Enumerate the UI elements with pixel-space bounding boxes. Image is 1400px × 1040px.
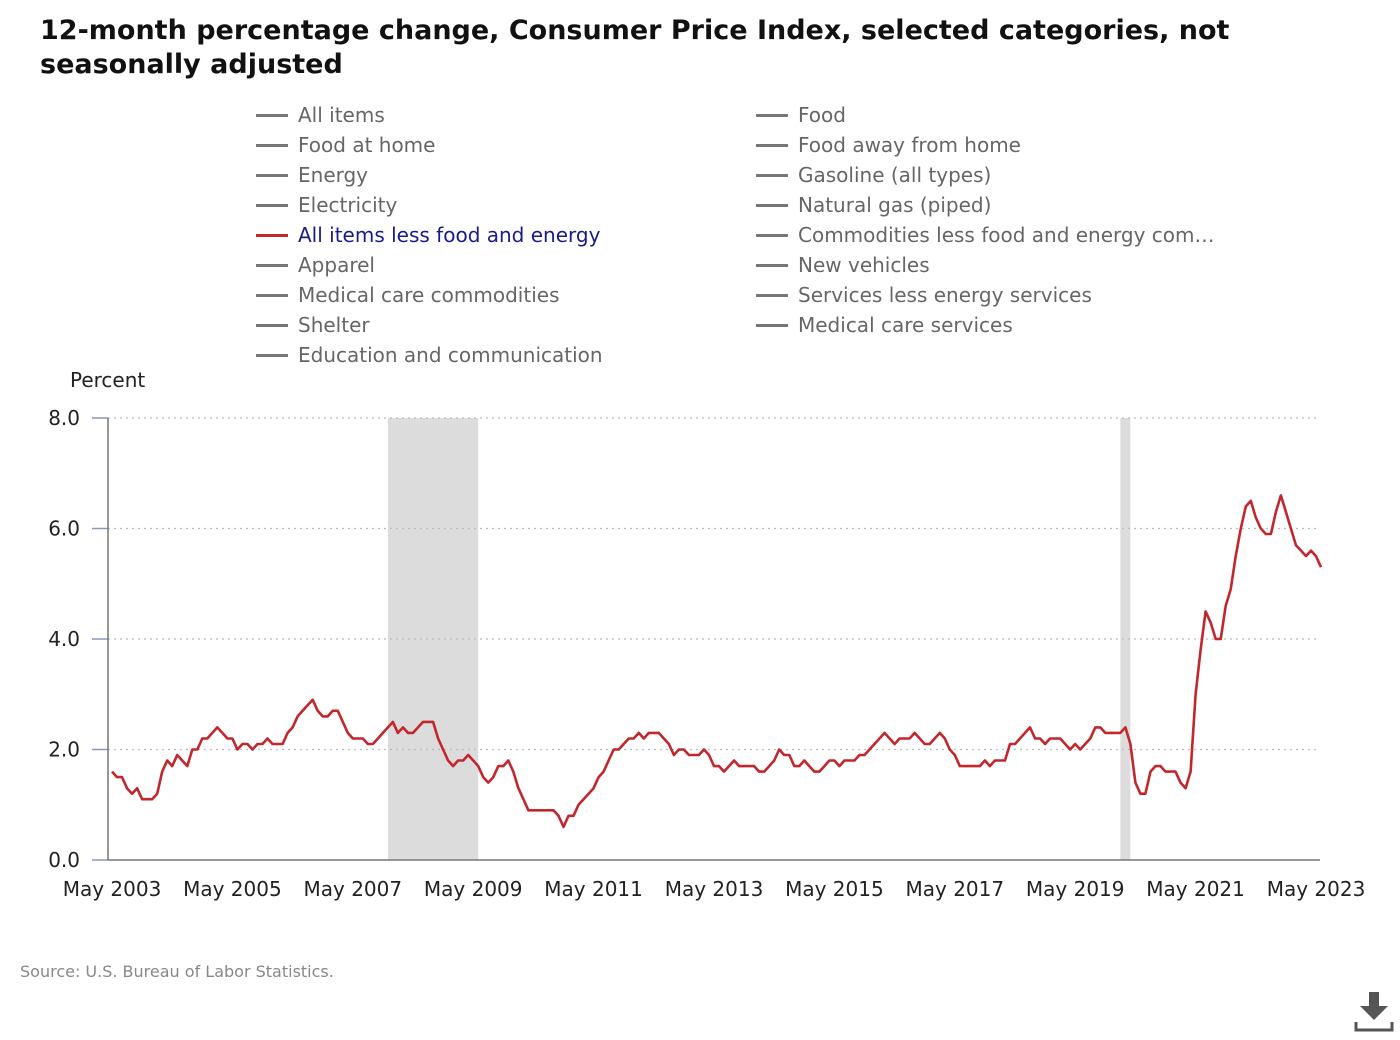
legend-item[interactable]: Services less energy services bbox=[756, 280, 1092, 310]
legend-swatch bbox=[756, 113, 788, 117]
legend-item[interactable]: Medical care services bbox=[756, 310, 1013, 340]
legend-label: Gasoline (all types) bbox=[798, 163, 992, 187]
x-tick-label: May 2023 bbox=[1267, 877, 1366, 901]
legend-item[interactable]: Commodities less food and energy com… bbox=[756, 220, 1215, 250]
y-tick-label: 2.0 bbox=[48, 738, 80, 762]
x-tick-label: May 2019 bbox=[1026, 877, 1125, 901]
legend-label: Food bbox=[798, 103, 846, 127]
legend-label: Energy bbox=[298, 163, 369, 187]
legend-label: Electricity bbox=[298, 193, 398, 217]
legend-swatch bbox=[256, 113, 288, 117]
x-tick-label: May 2009 bbox=[424, 877, 523, 901]
legend-item[interactable]: Food away from home bbox=[756, 130, 1021, 160]
legend-swatch bbox=[756, 233, 788, 237]
x-tick-label: May 2015 bbox=[785, 877, 884, 901]
legend-label: Services less energy services bbox=[798, 283, 1092, 307]
legend-swatch bbox=[256, 203, 288, 207]
legend-label: Medical care services bbox=[798, 313, 1013, 337]
legend-label: Natural gas (piped) bbox=[798, 193, 992, 217]
legend-item[interactable]: Medical care commodities bbox=[256, 280, 559, 310]
legend-label: Food away from home bbox=[798, 133, 1021, 157]
legend-label: Commodities less food and energy com… bbox=[798, 223, 1215, 247]
legend-item[interactable]: Education and communication bbox=[256, 340, 603, 370]
legend-swatch bbox=[256, 353, 288, 357]
legend-swatch bbox=[756, 143, 788, 147]
legend-swatch bbox=[256, 323, 288, 327]
legend-item[interactable]: New vehicles bbox=[756, 250, 930, 280]
legend-item[interactable]: Food at home bbox=[256, 130, 435, 160]
legend-swatch bbox=[756, 293, 788, 297]
legend-swatch bbox=[256, 233, 288, 237]
recession-band bbox=[1120, 418, 1131, 860]
x-tick-label: May 2021 bbox=[1146, 877, 1245, 901]
legend-item[interactable]: Gasoline (all types) bbox=[756, 160, 991, 190]
download-button[interactable] bbox=[1352, 990, 1396, 1034]
legend-swatch bbox=[256, 263, 288, 267]
legend-item[interactable]: Shelter bbox=[256, 310, 370, 340]
x-tick-label: May 2017 bbox=[905, 877, 1004, 901]
x-tick-label: May 2013 bbox=[665, 877, 764, 901]
series-line bbox=[111, 494, 1323, 829]
x-tick-label: May 2003 bbox=[63, 877, 162, 901]
download-icon bbox=[1354, 992, 1394, 1032]
legend-item[interactable]: All items less food and energy bbox=[256, 220, 600, 250]
chart-title: 12-month percentage change, Consumer Pri… bbox=[40, 15, 1230, 80]
source-note: Source: U.S. Bureau of Labor Statistics. bbox=[20, 962, 334, 981]
legend-label: New vehicles bbox=[798, 253, 930, 277]
x-tick-label: May 2005 bbox=[183, 877, 282, 901]
legend-label: Medical care commodities bbox=[298, 283, 560, 307]
legend-label: Apparel bbox=[298, 253, 375, 277]
x-tick-label: May 2007 bbox=[303, 877, 402, 901]
legend-swatch bbox=[756, 263, 788, 267]
legend-swatch bbox=[756, 203, 788, 207]
legend-label: Education and communication bbox=[298, 343, 603, 367]
y-tick-label: 4.0 bbox=[48, 627, 80, 651]
y-tick-label: 0.0 bbox=[48, 848, 80, 872]
legend-swatch bbox=[756, 323, 788, 327]
legend-item[interactable]: Apparel bbox=[256, 250, 375, 280]
legend-swatch bbox=[256, 293, 288, 297]
legend-label: All items less food and energy bbox=[298, 223, 601, 247]
y-axis-label: Percent bbox=[70, 368, 146, 392]
legend-swatch bbox=[256, 143, 288, 147]
legend-label: All items bbox=[298, 103, 385, 127]
legend-swatch bbox=[756, 173, 788, 177]
x-tick-label: May 2011 bbox=[544, 877, 643, 901]
y-tick-label: 8.0 bbox=[48, 406, 80, 430]
legend-item[interactable]: Electricity bbox=[256, 190, 397, 220]
legend-item[interactable]: Food bbox=[756, 100, 846, 130]
legend-label: Shelter bbox=[298, 313, 370, 337]
legend-item[interactable]: Natural gas (piped) bbox=[756, 190, 991, 220]
legend-item[interactable]: Energy bbox=[256, 160, 368, 190]
legend-item[interactable]: All items bbox=[256, 100, 385, 130]
legend-label: Food at home bbox=[298, 133, 436, 157]
y-tick-label: 6.0 bbox=[48, 517, 80, 541]
legend-swatch bbox=[256, 173, 288, 177]
